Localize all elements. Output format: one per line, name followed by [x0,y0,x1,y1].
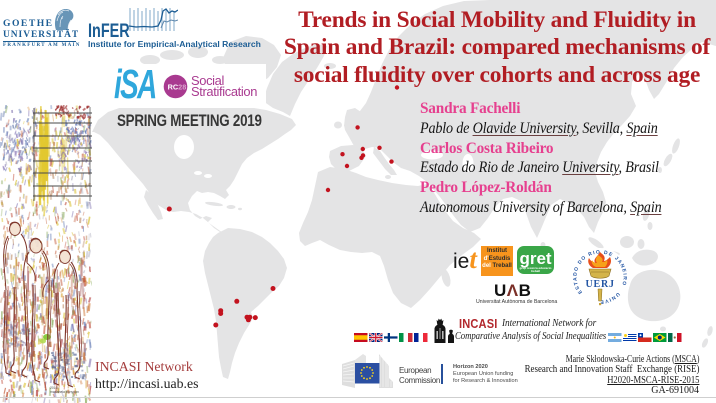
svg-text:2016: 2016 [50,386,58,390]
svg-text:RC28: RC28 [168,82,187,91]
svg-text:UERJ: UERJ [586,279,615,290]
svg-text:marianela bonyuan: marianela bonyuan [50,390,79,394]
